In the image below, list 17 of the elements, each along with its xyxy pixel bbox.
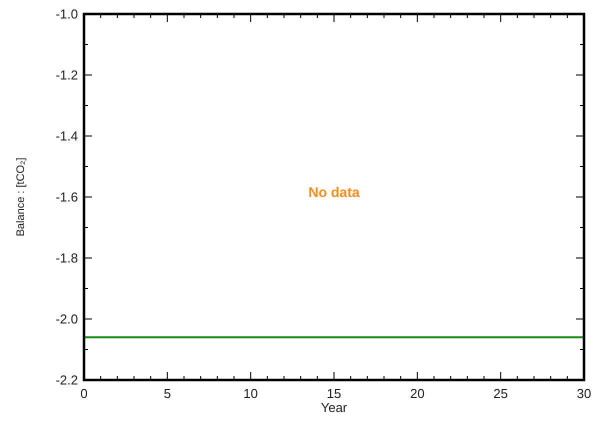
y-tick-label: -1.8 <box>56 250 78 266</box>
x-tick-label: 5 <box>164 386 171 401</box>
x-tick-label: 30 <box>576 386 592 401</box>
x-tick-label: 10 <box>243 386 258 401</box>
y-tick-label: -1.0 <box>56 6 78 22</box>
x-tick-label: 15 <box>326 386 342 401</box>
y-tick-label: -1.2 <box>56 68 78 83</box>
x-tick-label: 25 <box>493 386 508 401</box>
y-tick-label: -2.0 <box>56 312 78 327</box>
x-tick-label: 20 <box>410 386 425 401</box>
y-tick-label: -2.2 <box>56 372 78 388</box>
y-tick-label: -1.4 <box>56 128 78 144</box>
x-axis-title: Year <box>320 400 348 415</box>
y-tick-label: -1.6 <box>56 190 78 205</box>
annotation: No data <box>308 184 360 200</box>
x-tick-label: 0 <box>80 386 88 401</box>
y-axis-title: Balance : [tCO₂] <box>15 158 27 236</box>
